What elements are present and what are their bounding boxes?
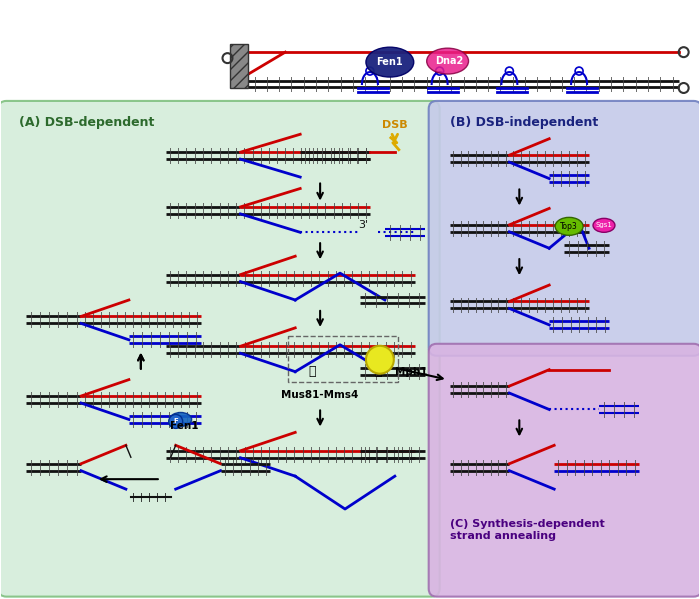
Circle shape [366,346,394,374]
Text: Fen1: Fen1 [170,421,199,431]
FancyBboxPatch shape [428,101,700,356]
Ellipse shape [169,413,192,426]
Ellipse shape [366,47,414,77]
Text: (C) Synthesis-dependent
strand annealing: (C) Synthesis-dependent strand annealing [449,519,604,541]
Text: Top3: Top3 [560,222,578,231]
FancyBboxPatch shape [0,101,440,597]
Text: DSB: DSB [382,120,407,130]
Text: Mus81-Mms4: Mus81-Mms4 [281,389,359,400]
Text: Sgs1: Sgs1 [596,222,612,228]
Text: (A) DSB-dependent: (A) DSB-dependent [20,116,155,129]
Text: 🔥: 🔥 [309,365,316,378]
Ellipse shape [593,219,615,232]
Text: Fen1: Fen1 [377,57,403,67]
Ellipse shape [427,48,468,74]
Text: Dna2: Dna2 [435,56,463,66]
FancyBboxPatch shape [428,344,700,597]
Text: (B) DSB-independent: (B) DSB-independent [449,116,598,129]
Text: F: F [174,419,178,425]
Text: Mph1: Mph1 [395,367,427,377]
Bar [288,336,398,382]
Circle shape [169,415,183,428]
Bar [230,44,248,88]
Ellipse shape [555,217,583,235]
Text: 🔥: 🔥 [374,365,382,378]
Text: 3': 3' [358,220,368,231]
